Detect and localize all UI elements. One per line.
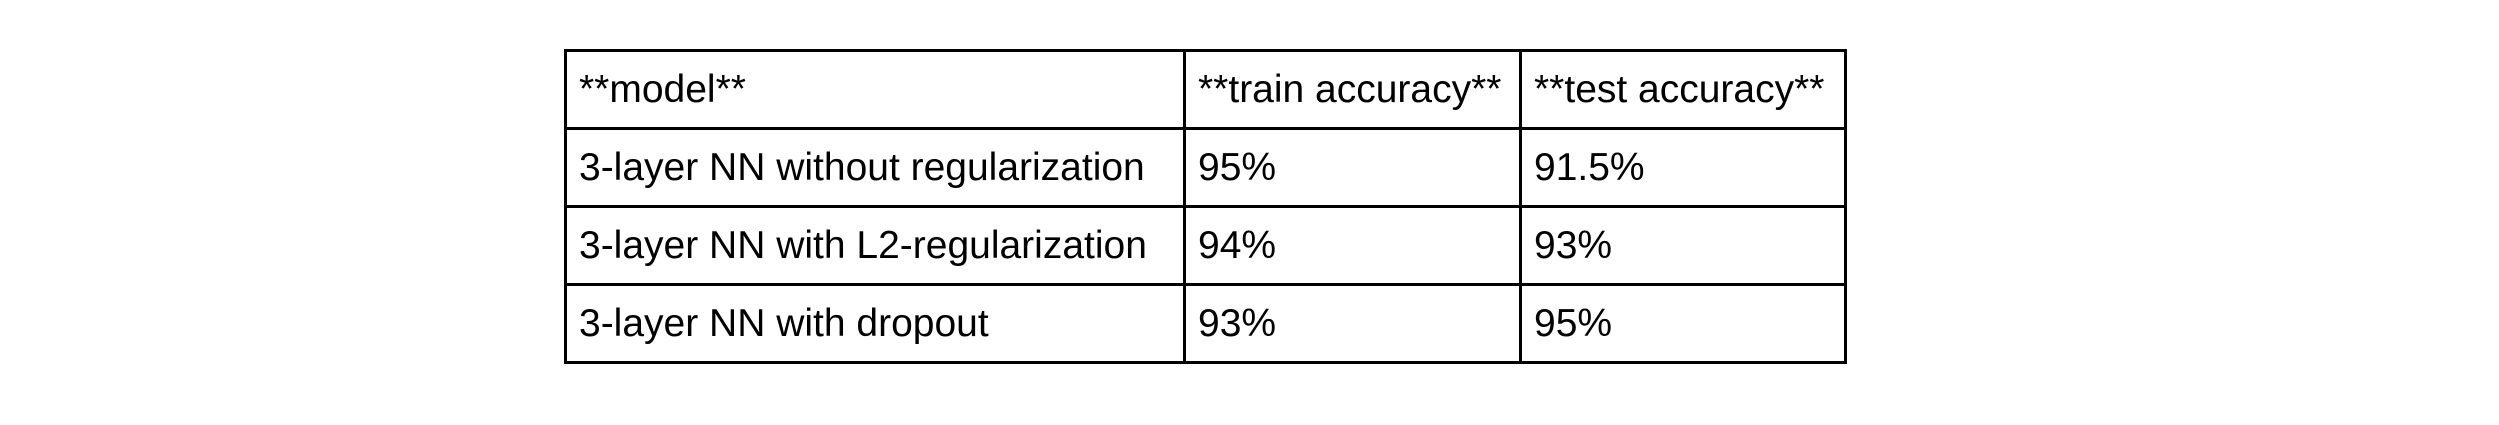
cell-model: 3-layer NN with L2-regularization	[564, 205, 1186, 286]
cell-test-accuracy: 91.5%	[1519, 127, 1847, 208]
results-table: **model** **train accuracy** **test accu…	[564, 49, 1847, 364]
cell-train-accuracy: 93%	[1183, 283, 1522, 364]
cell-model: 3-layer NN with dropout	[564, 283, 1186, 364]
cell-model: 3-layer NN without regularization	[564, 127, 1186, 208]
header-test-accuracy: **test accuracy**	[1519, 49, 1847, 130]
cell-train-accuracy: 94%	[1183, 205, 1522, 286]
cell-test-accuracy: 93%	[1519, 205, 1847, 286]
header-train-accuracy: **train accuracy**	[1183, 49, 1522, 130]
table-header: **model** **train accuracy** **test accu…	[564, 49, 1847, 130]
table-body: 3-layer NN without regularization 95% 91…	[564, 127, 1847, 364]
table-row: 3-layer NN without regularization 95% 91…	[564, 127, 1847, 208]
header-model: **model**	[564, 49, 1186, 130]
cell-test-accuracy: 95%	[1519, 283, 1847, 364]
cell-train-accuracy: 95%	[1183, 127, 1522, 208]
table-row: 3-layer NN with dropout 93% 95%	[564, 283, 1847, 364]
header-row: **model** **train accuracy** **test accu…	[564, 49, 1847, 130]
table-row: 3-layer NN with L2-regularization 94% 93…	[564, 205, 1847, 286]
